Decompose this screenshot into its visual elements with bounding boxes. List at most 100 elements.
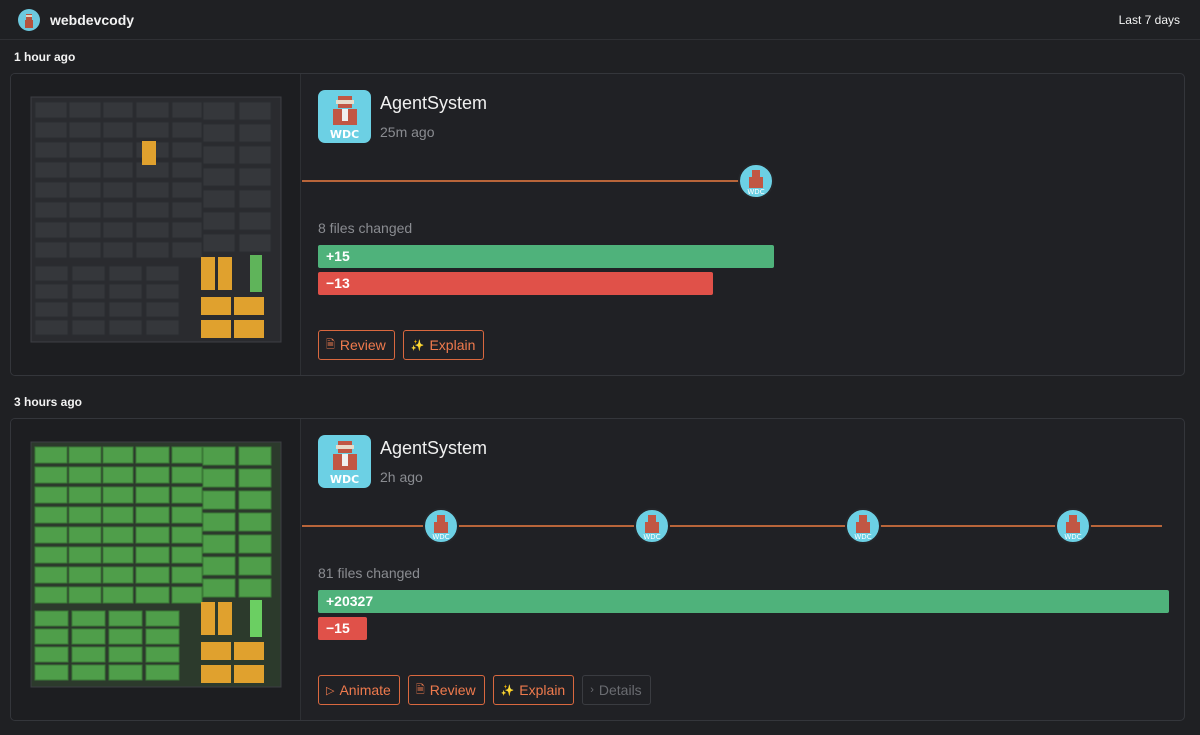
treemap-cell	[202, 490, 236, 510]
animate-button[interactable]: ▷ Animate	[318, 675, 400, 705]
document-icon: 🗎	[326, 338, 335, 351]
treemap-cell-changed	[234, 665, 264, 683]
review-button[interactable]: 🗎 Review	[318, 330, 395, 360]
user-avatar[interactable]	[18, 8, 40, 31]
treemap-cell	[135, 566, 170, 584]
treemap-cell	[34, 301, 69, 318]
commit-avatar[interactable]: WDC	[738, 163, 774, 199]
svg-text:WDC: WDC	[854, 533, 871, 541]
treemap-cell	[34, 121, 68, 139]
treemap-cell	[202, 101, 236, 121]
commit-timeline	[302, 525, 1162, 527]
document-icon: 🗎	[415, 683, 425, 696]
sparkle-icon: ✨	[410, 339, 425, 352]
treemap-cell	[68, 586, 102, 604]
treemap-cell-changed	[201, 297, 231, 315]
treemap-cell-changed	[218, 257, 232, 290]
treemap-cell	[68, 121, 102, 139]
file-treemap[interactable]	[11, 419, 301, 720]
commit-timeline	[302, 180, 742, 182]
treemap-cell	[102, 446, 134, 464]
treemap-cell	[34, 446, 68, 464]
treemap-cell	[135, 466, 170, 484]
treemap-cell	[71, 628, 106, 645]
action-bar: 🗎 Review ✨ Explain	[318, 330, 485, 360]
treemap-cell	[34, 628, 69, 645]
treemap-cell	[34, 586, 68, 604]
treemap-cell	[34, 486, 68, 504]
treemap-cell	[102, 546, 134, 564]
agent-time: 25m ago	[380, 124, 435, 140]
treemap-cell-added	[250, 600, 262, 637]
treemap-cell	[34, 221, 68, 239]
treemap-cell	[202, 512, 236, 532]
details-button[interactable]: › Details	[582, 675, 651, 705]
commit-avatar[interactable]: WDC	[845, 508, 881, 544]
treemap-cell	[68, 526, 102, 544]
treemap-cell	[71, 283, 106, 300]
treemap-cell	[71, 265, 106, 282]
agent-avatar: WDC	[318, 435, 371, 488]
treemap-cell	[135, 121, 170, 139]
treemap-cell	[34, 161, 68, 179]
explain-button[interactable]: ✨ Explain	[402, 330, 485, 360]
treemap-cell	[202, 123, 236, 143]
treemap-cell	[102, 221, 134, 239]
treemap-cell	[171, 506, 203, 524]
commit-avatar[interactable]: WDC	[634, 508, 670, 544]
treemap-cell-changed	[201, 642, 231, 660]
treemap-cell	[108, 265, 143, 282]
treemap-cell	[202, 211, 236, 231]
svg-text:WDC: WDC	[432, 533, 449, 541]
treemap-cell	[135, 546, 170, 564]
review-button[interactable]: 🗎 Review	[407, 675, 485, 705]
treemap-cell	[135, 526, 170, 544]
treemap-cell	[102, 486, 134, 504]
treemap-cell	[102, 506, 134, 524]
treemap-cell	[34, 201, 68, 219]
treemap-cell	[202, 233, 236, 253]
treemap-cell	[34, 610, 69, 627]
treemap-cell	[68, 101, 102, 119]
agent-time: 2h ago	[380, 469, 423, 485]
treemap-cell	[171, 141, 203, 159]
treemap-cell	[135, 201, 170, 219]
treemap-cell	[171, 466, 203, 484]
treemap-cell	[108, 610, 143, 627]
treemap-cell	[238, 211, 272, 231]
commit-avatar[interactable]: WDC	[423, 508, 459, 544]
treemap-cell	[145, 628, 180, 645]
treemap-cell	[135, 101, 170, 119]
explain-button[interactable]: ✨ Explain	[492, 675, 575, 705]
treemap-cell	[135, 181, 170, 199]
treemap-cell	[102, 201, 134, 219]
treemap-cell	[68, 241, 102, 259]
top-bar: webdevcody Last 7 days	[0, 0, 1200, 40]
username[interactable]: webdevcody	[50, 11, 135, 28]
treemap-cell	[171, 201, 203, 219]
treemap-cell	[238, 189, 272, 209]
treemap-cell	[238, 578, 272, 598]
svg-text:WDC: WDC	[330, 128, 359, 141]
treemap-cell	[34, 265, 69, 282]
treemap-cell	[171, 241, 203, 259]
treemap-cell	[108, 664, 143, 681]
commit-avatar[interactable]: WDC	[1055, 508, 1091, 544]
treemap-cell	[68, 486, 102, 504]
treemap-cell	[238, 556, 272, 576]
treemap-cell-changed	[201, 320, 231, 338]
treemap-cell	[202, 468, 236, 488]
treemap-cell	[145, 610, 180, 627]
treemap-cell-changed	[234, 320, 264, 338]
svg-text:WDC: WDC	[1064, 533, 1081, 541]
treemap-cell	[135, 446, 170, 464]
date-range[interactable]: Last 7 days	[1118, 12, 1180, 27]
treemap-cell	[202, 189, 236, 209]
treemap-cell	[68, 566, 102, 584]
file-treemap[interactable]	[11, 74, 301, 375]
treemap-cell	[68, 221, 102, 239]
treemap-cell	[34, 101, 68, 119]
treemap-cell	[171, 566, 203, 584]
treemap-cell	[238, 534, 272, 554]
treemap-cell	[102, 121, 134, 139]
